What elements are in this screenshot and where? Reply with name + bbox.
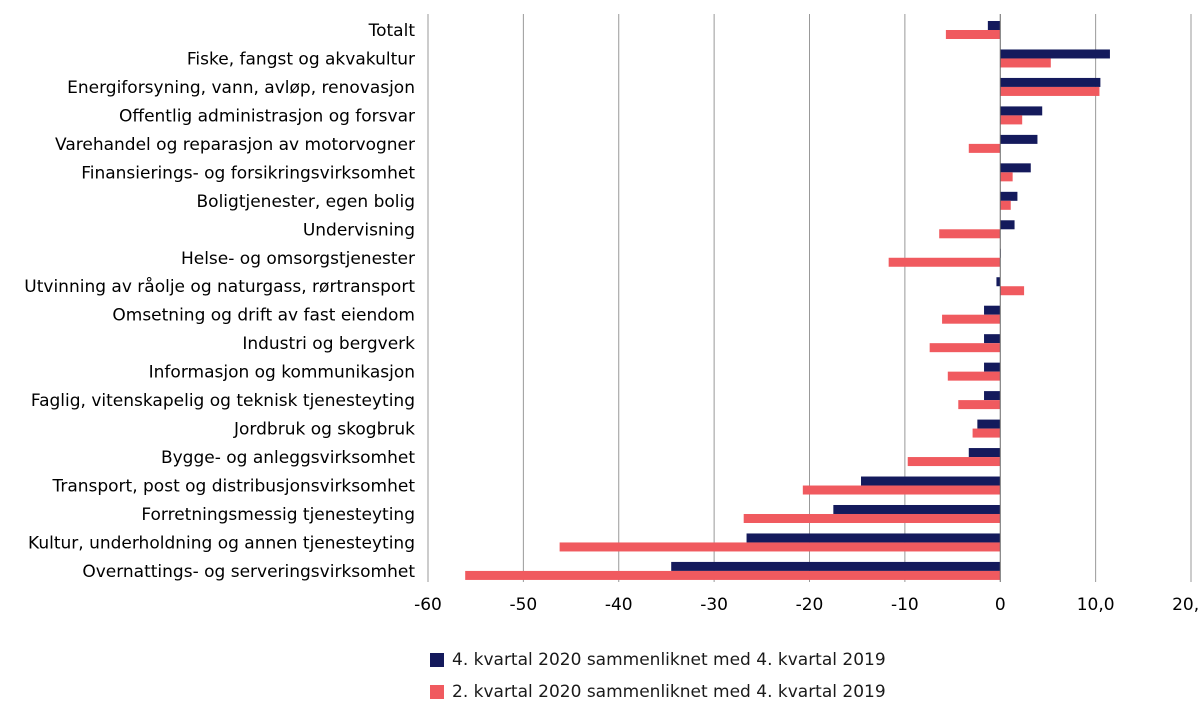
category-label: Transport, post og distribusjonsvirksomh…	[51, 477, 415, 497]
bar-series-2	[947, 371, 1001, 381]
bar-series-2	[958, 400, 1001, 410]
x-tick-label: -40	[605, 595, 633, 615]
bar-series-1	[833, 504, 1001, 514]
bar-series-2	[929, 343, 1001, 353]
bar-series-1	[1000, 49, 1110, 59]
legend-item-series-2: 2. kvartal 2020 sammenliknet med 4. kvar…	[430, 682, 886, 702]
bar-series-1	[987, 21, 1001, 30]
bar-series-2	[465, 570, 1001, 580]
bar-series-2	[942, 314, 1001, 324]
category-label: Helse- og omsorgstjenester	[181, 249, 415, 269]
category-label: Faglig, vitenskapelig og teknisk tjenest…	[31, 391, 415, 411]
legend-label: 2. kvartal 2020 sammenliknet med 4. kvar…	[452, 682, 886, 702]
x-tick-label: 10,0	[1077, 595, 1115, 615]
legend-swatch	[430, 685, 444, 699]
bar-series-2	[802, 485, 1001, 495]
bar-series-1	[1000, 77, 1101, 87]
bar-series-1	[1000, 191, 1018, 201]
x-tick-label: -30	[700, 595, 728, 615]
category-label: Fiske, fangst og akvakultur	[187, 49, 415, 69]
category-label: Undervisning	[303, 220, 415, 240]
bar-series-2	[1000, 172, 1013, 182]
legend-swatch	[430, 653, 444, 667]
bar-series-2	[1000, 58, 1051, 68]
category-label: Boligtjenester, egen bolig	[197, 192, 415, 212]
category-label: Offentlig administrasjon og forsvar	[119, 106, 415, 126]
bar-series-2	[743, 513, 1001, 523]
bar-series-2	[972, 428, 1001, 438]
bar-series-2	[907, 457, 1001, 467]
bar-series-1	[1000, 134, 1038, 144]
category-label: Informasjon og kommunikasjon	[149, 363, 415, 383]
bar-series-2	[1000, 286, 1025, 296]
category-label: Overnattings- og serveringsvirksomhet	[82, 562, 415, 582]
bar-chart: -60 -50 -40 -30 -20 -10 0 10,0 20,0 Totalt Fiske, …	[24, 14, 1200, 615]
x-tick-label: -10	[891, 595, 919, 615]
category-label: Finansierings- og forsikringsvirksomhet	[81, 163, 415, 183]
bar-series-1	[968, 448, 1001, 458]
x-tick-label: -50	[509, 595, 537, 615]
category-label: Jordbruk og skogbruk	[233, 420, 415, 440]
bar-series-2	[1000, 115, 1023, 125]
category-label: Forretningsmessig tjenesteyting	[141, 505, 415, 525]
bar-series-1	[977, 419, 1001, 429]
bar-series-1	[671, 561, 1001, 571]
legend-item-series-1: 4. kvartal 2020 sammenliknet med 4. kvar…	[430, 650, 886, 670]
category-label: Kultur, underholdning og annen tjenestey…	[28, 533, 415, 553]
bar-series-1	[861, 476, 1001, 486]
x-tick-label: -60	[414, 595, 442, 615]
bar-series-1	[984, 391, 1001, 401]
bar-series-2	[968, 143, 1001, 153]
bar-series-2	[1000, 200, 1011, 210]
category-label: Energiforsyning, vann, avløp, renovasjon	[67, 78, 415, 98]
bar-series-2	[888, 257, 1001, 267]
x-tick-label: 0	[995, 595, 1006, 615]
bar-series-2	[1000, 86, 1100, 96]
bar-series-2	[559, 542, 1001, 552]
category-label: Varehandel og reparasjon av motorvogner	[55, 135, 415, 155]
category-label: Totalt	[368, 21, 416, 41]
bar-series-1	[984, 362, 1001, 372]
bar-series-1	[984, 305, 1001, 315]
category-label: Utvinning av råolje og naturgass, rørtra…	[24, 276, 415, 297]
x-tick-label: 20,0	[1172, 595, 1200, 615]
bar-series-2	[939, 229, 1001, 239]
category-label: Bygge- og anleggsvirksomhet	[161, 448, 415, 468]
bar-series-1	[746, 533, 1001, 543]
bar-series-1	[1000, 220, 1015, 230]
bar-series-1	[1000, 106, 1043, 116]
category-label: Industri og bergverk	[242, 334, 415, 354]
bar-series-1	[996, 277, 1001, 287]
bar-series-1	[1000, 163, 1031, 173]
x-tick-label: -20	[796, 595, 824, 615]
bar-series-1	[984, 334, 1001, 344]
legend-label: 4. kvartal 2020 sammenliknet med 4. kvar…	[452, 650, 886, 670]
bar-series-2	[945, 30, 1001, 39]
category-label: Omsetning og drift av fast eiendom	[112, 306, 415, 326]
